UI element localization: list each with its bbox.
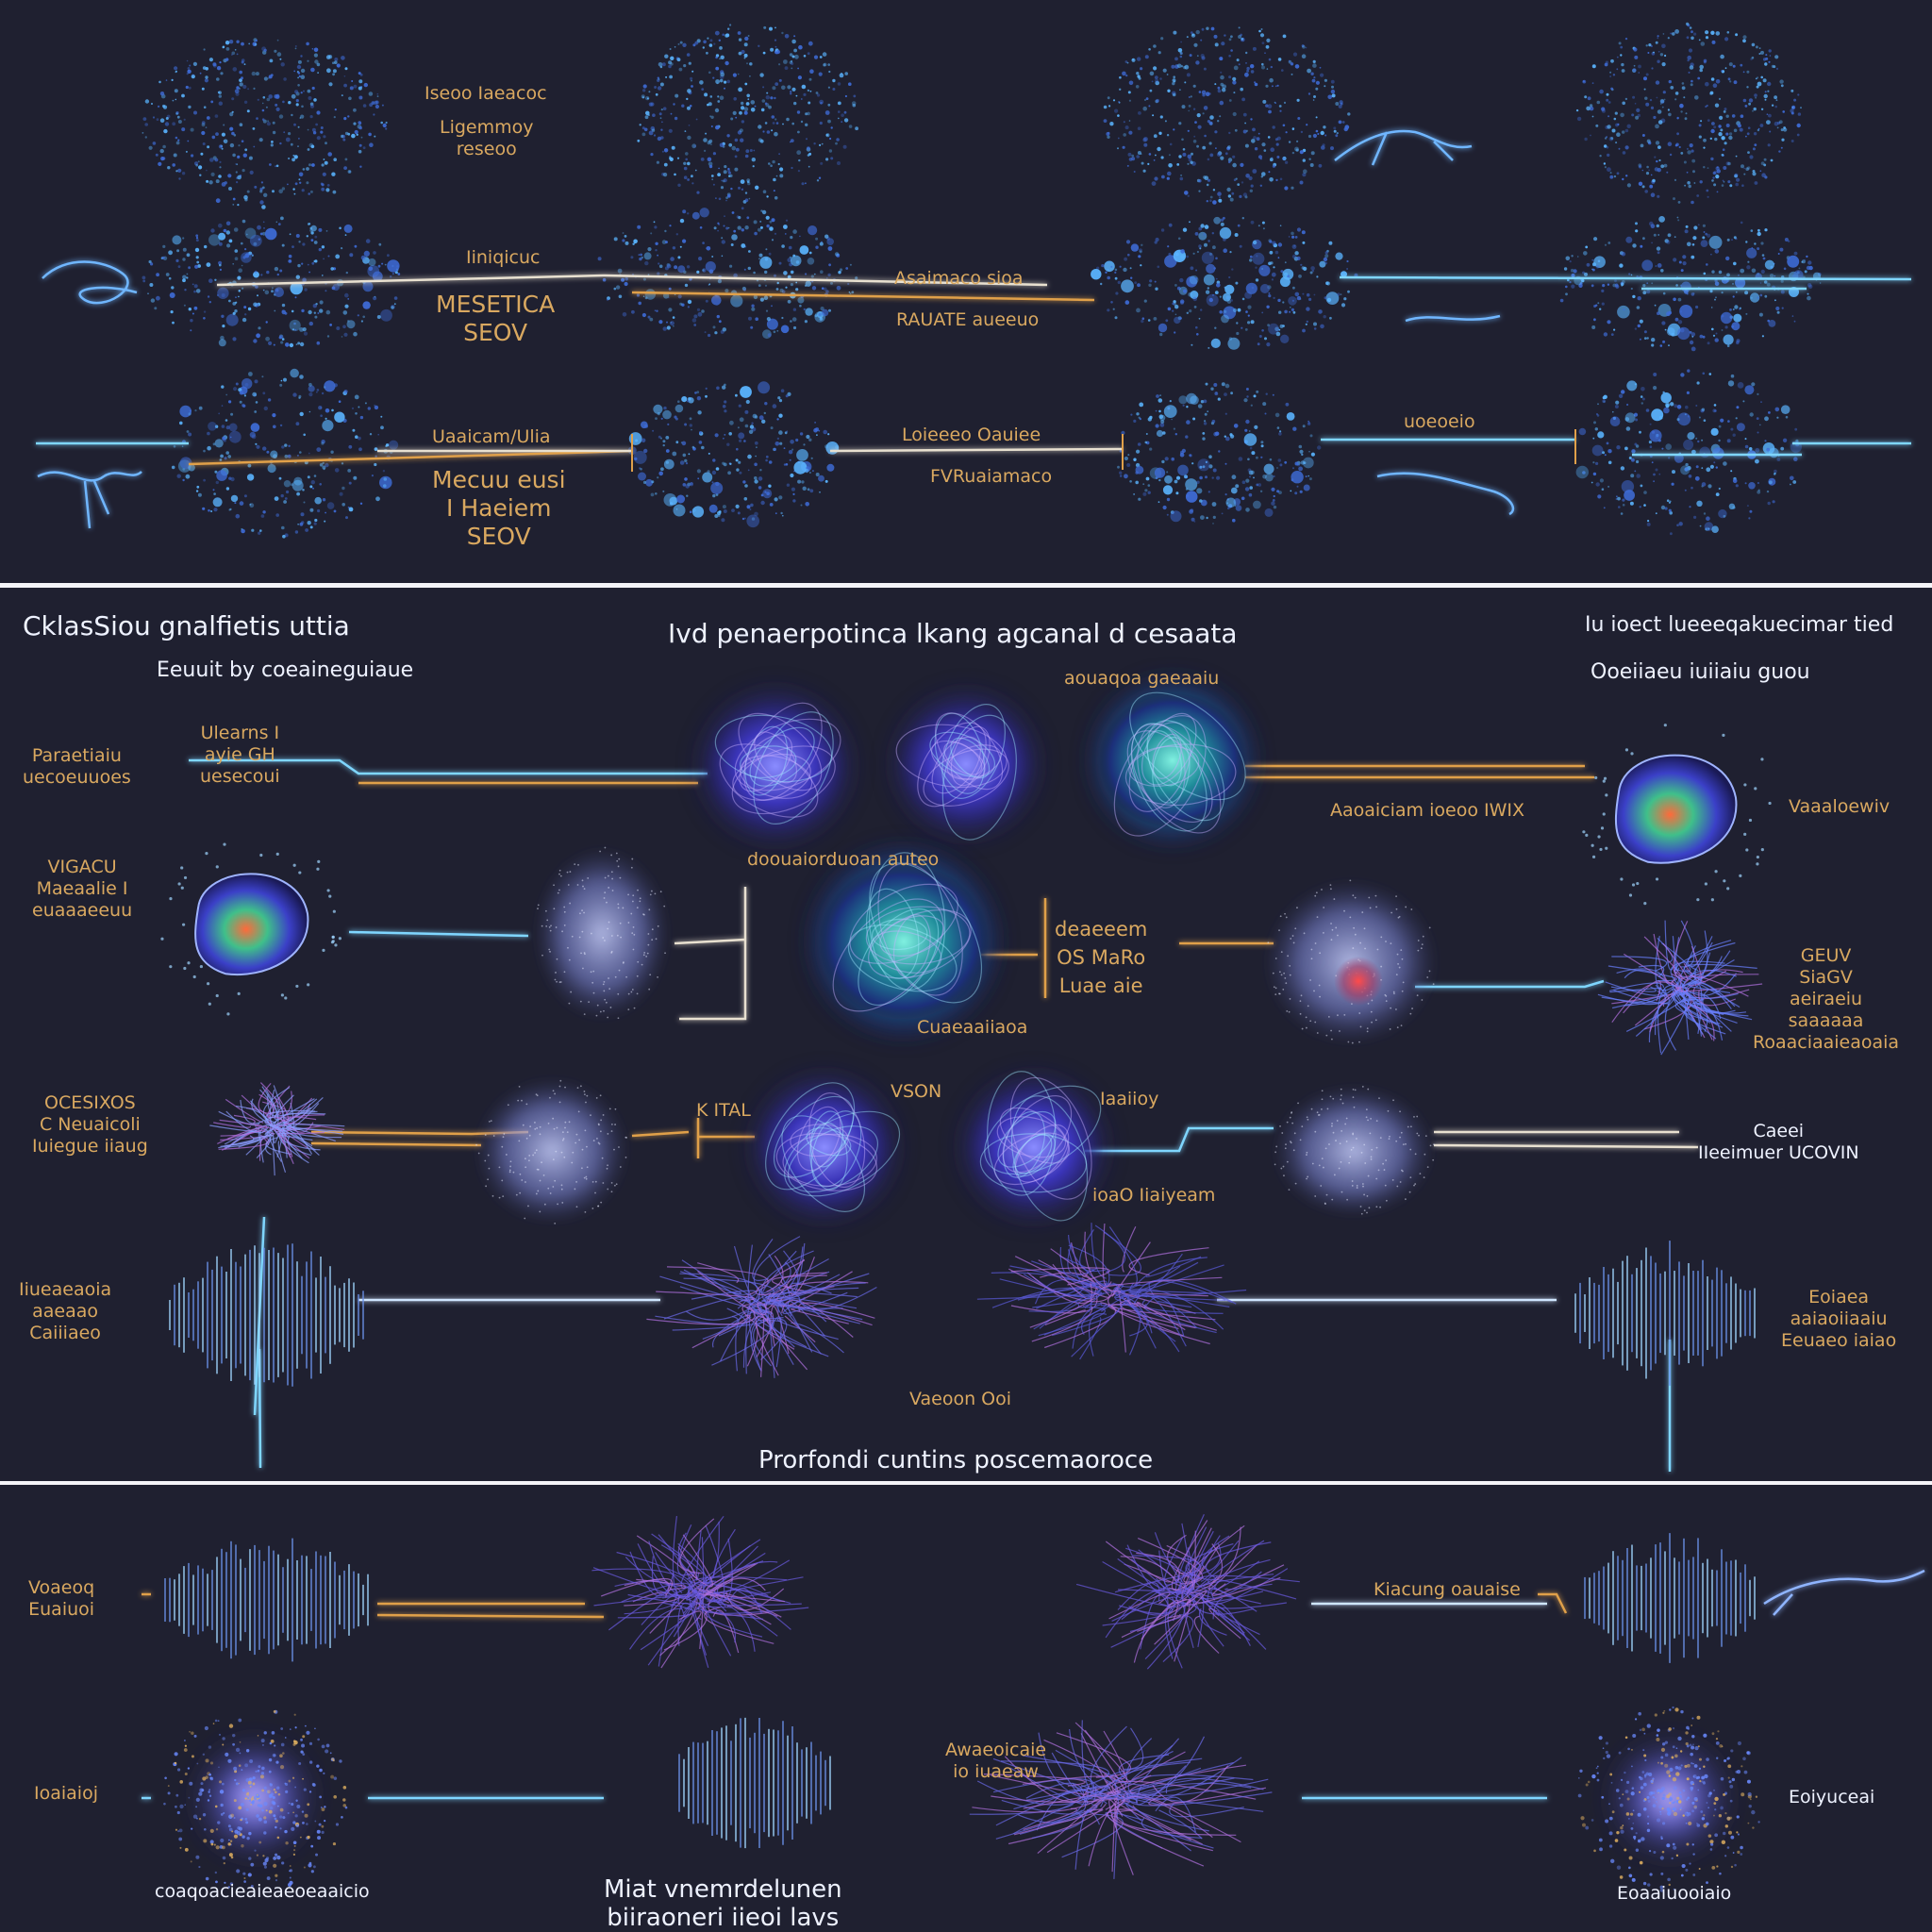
- fiber-bundle-icon: [969, 1720, 1273, 1879]
- s1-label-5: Asaimaco sioa: [894, 268, 1024, 289]
- s2-label-16: Caeei IIeeimuer UCOVIN: [1698, 1121, 1859, 1163]
- s2-footer: Prorfondi cuntins poscemaoroce: [758, 1446, 1154, 1474]
- s1-label-8: Mecuu eusi I Haeiem SEOV: [432, 466, 566, 550]
- s3-label-1: Voaeoq Euaiuoi: [28, 1577, 95, 1620]
- fiber-bundle-icon: [976, 1223, 1247, 1360]
- s2-label-10: GEUV SiaGV aeiraeiu saaaaaa Roaaciaaieao…: [1753, 945, 1900, 1053]
- s2-subtitle-right: Ooeiiaeu iuiiaiu guou: [1591, 660, 1810, 684]
- s1-label-11: uoeoeio: [1404, 411, 1475, 432]
- s2-label-19: Vaeoon Ooi: [909, 1389, 1012, 1409]
- s3-label-8: Eoaaiuooiaio: [1617, 1883, 1732, 1904]
- nebula-orb-icon: [160, 842, 342, 1016]
- s1-row3-lines: [36, 438, 1911, 466]
- s3-connector-lines: [142, 1592, 1568, 1800]
- s2-title-right: Iu ioect lueeeqakuecimar tied: [1585, 613, 1894, 637]
- s1-label-1: Iseoo Iaeacoc: [425, 83, 547, 104]
- s2-title-left: CklasSiou gnalfietis uttia: [23, 610, 350, 641]
- s3-label-2: Kiacung oauaise: [1374, 1579, 1521, 1600]
- s2-label-6: doouaiorduoan auteo: [747, 849, 940, 870]
- s2-label-5: Vaaaloewiv: [1789, 796, 1890, 817]
- waveform-icon: [160, 1243, 373, 1387]
- s2-label-18: Eoiaea aaiaoiiaaiu Eeuaeo iaiao: [1781, 1287, 1897, 1351]
- nebula-orb-icon: [1582, 724, 1772, 906]
- creature-squiggle-icon: [1763, 1569, 1925, 1616]
- s1-bracket-marks: [631, 429, 1576, 472]
- s1-label-7: Uaaicam/Ulia: [432, 426, 551, 447]
- s1-label-4: MESETICA SEOV: [436, 291, 556, 346]
- s1-label-10: FVRuaiamaco: [930, 466, 1053, 487]
- fiber-bundle-icon: [1075, 1514, 1300, 1670]
- nebula-orb-icon: [691, 681, 860, 851]
- nebula-orb-icon: [953, 1066, 1115, 1228]
- particle-cloud-icon: [142, 38, 388, 209]
- s2-title-center: Ivd penaerpotinca lkang agcanal d cesaat…: [668, 618, 1238, 649]
- creature-squiggle-icon: [37, 129, 1515, 529]
- s2-label-14: Iaaiioy: [1100, 1089, 1159, 1109]
- particle-cloud-icon: [475, 1077, 629, 1224]
- s2-label-11: OCESIXOS C Neuaicoli Iuiegue iiaug: [32, 1092, 148, 1157]
- nebula-orb-icon: [743, 1066, 906, 1228]
- s1-label-2: Ligemmoy reseoo: [440, 117, 534, 159]
- section-2-nebula-network: [160, 675, 1772, 1472]
- fiber-bundle-icon: [591, 1515, 809, 1669]
- waveform-icon: [156, 1538, 377, 1662]
- nebula-orb-icon: [806, 843, 1002, 1040]
- starburst-icon: [1577, 1706, 1760, 1892]
- particle-cloud-icon: [1559, 216, 1822, 352]
- s2-label-9: Cuaeaaiiaoa: [917, 1017, 1028, 1038]
- s1-label-6: RAUATE aueeuo: [896, 309, 1040, 330]
- section-3-waveforms: [142, 1514, 1925, 1892]
- nebula-orb-icon: [885, 683, 1047, 845]
- particle-cloud-icon: [1091, 216, 1358, 350]
- s2-label-15: ioaO Iiaiyeam: [1092, 1185, 1216, 1206]
- s3-label-5: Eoiyuceai: [1789, 1787, 1875, 1807]
- waveform-icon: [670, 1717, 840, 1849]
- s3-label-3: Ioaiaioj: [34, 1783, 98, 1804]
- particle-cloud-icon: [1575, 369, 1803, 536]
- fiber-bundle-icon: [209, 1082, 345, 1176]
- section-1-particle-grid: [30, 22, 1912, 539]
- fiber-bundle-icon: [646, 1236, 877, 1378]
- s1-label-3: Iiniqicuc: [466, 247, 541, 268]
- particle-cloud-icon: [637, 24, 858, 204]
- particle-cloud-icon: [171, 368, 399, 539]
- particle-cloud-icon: [597, 207, 858, 340]
- particle-cloud-icon: [1117, 382, 1322, 525]
- nebula-orb-icon: [1088, 675, 1257, 845]
- s2-label-3: aouaqoa gaeaaiu: [1064, 668, 1220, 689]
- s2-subtitle-left: Eeuuit by coeaineguiaue: [157, 658, 414, 682]
- particle-cloud-icon: [534, 846, 670, 1021]
- waveform-icon: [1566, 1241, 1764, 1386]
- s3-label-7: Miat vnemrdelunen biiraoneri iieoi lavs: [604, 1875, 842, 1932]
- particle-cloud-icon: [627, 381, 840, 528]
- section-divider-top: [0, 583, 1932, 588]
- red-core-icon: [1334, 957, 1383, 1006]
- s2-label-2: Ulearns I ayie GH uesecoui: [200, 723, 280, 787]
- fiber-bundle-icon: [1597, 920, 1763, 1056]
- s1-label-9: Loieeeo Oauiee: [902, 425, 1041, 445]
- particle-cloud-icon: [1575, 22, 1802, 205]
- s1-row2-lines: [216, 274, 1912, 302]
- particle-cloud-icon: [1103, 26, 1351, 205]
- s2-label-4: Aaoaiciam ioeoo IWIX: [1330, 800, 1524, 821]
- waveform-icon: [1575, 1533, 1764, 1663]
- section-divider-bottom: [0, 1481, 1932, 1485]
- starburst-icon: [163, 1709, 348, 1889]
- s3-label-4: Awaeoicaie io iuaeaw: [945, 1740, 1047, 1782]
- s2-label-12: K ITAL: [696, 1100, 751, 1121]
- s2-label-8: deaeeem OS MaRo Luae aie: [1055, 918, 1148, 997]
- s3-label-6: coaqoacieaieaeoeaaicio: [155, 1881, 370, 1902]
- s2-label-1: Paraetiaiu uecoeuuoes: [23, 745, 131, 788]
- s2-label-17: Iiueaeaoia aaeaao Caiiiaeo: [19, 1279, 112, 1343]
- s2-label-7: VIGACU Maeaalie I euaaaeeuu: [32, 857, 133, 921]
- particle-cloud-icon: [1273, 1085, 1435, 1217]
- s2-label-13: VSON: [891, 1081, 942, 1102]
